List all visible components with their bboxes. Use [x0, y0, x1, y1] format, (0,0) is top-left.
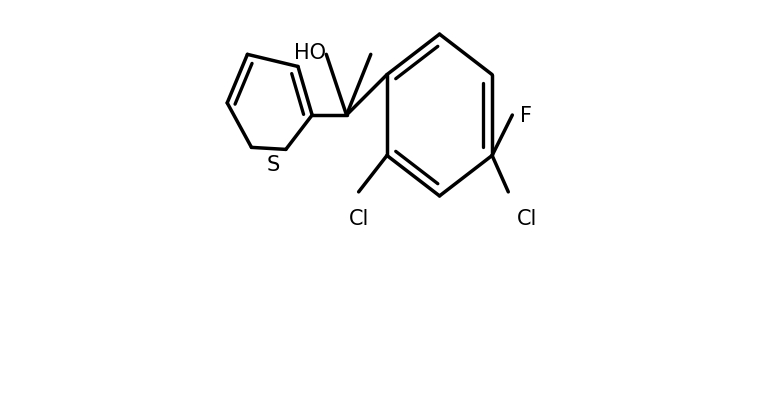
- Text: F: F: [521, 106, 533, 126]
- Text: HO: HO: [294, 43, 326, 63]
- Text: S: S: [267, 154, 280, 174]
- Text: Cl: Cl: [516, 209, 536, 229]
- Text: Cl: Cl: [349, 209, 369, 229]
